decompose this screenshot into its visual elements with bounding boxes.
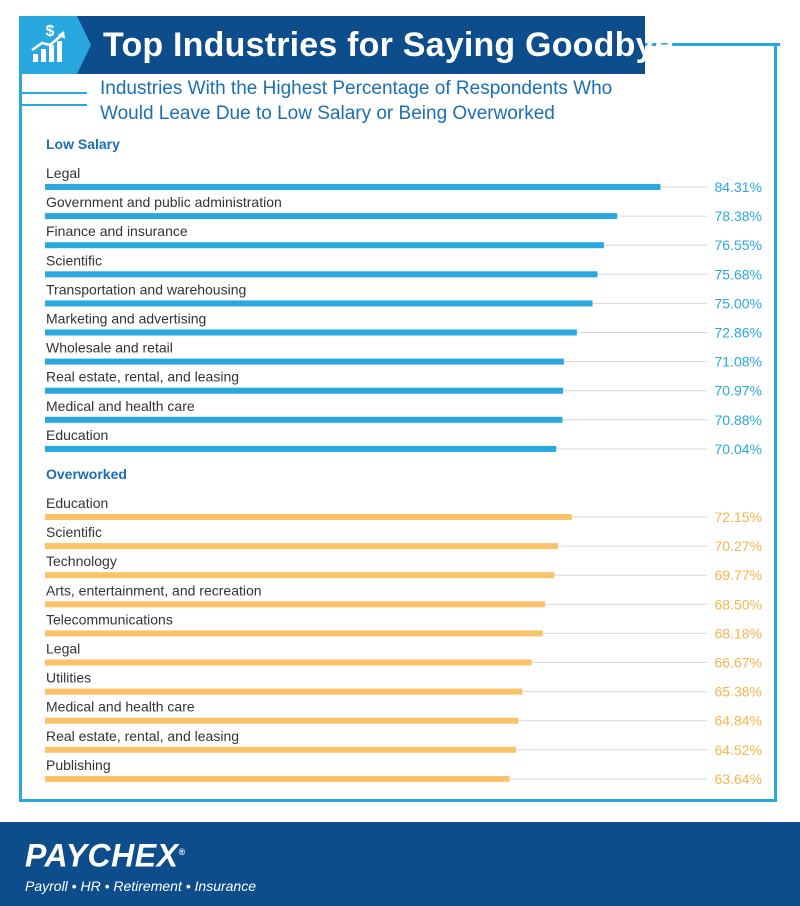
section-heading-overworked: Overworked <box>46 466 127 482</box>
registered-mark: ® <box>178 847 186 857</box>
bar-low-salary <box>45 358 564 365</box>
category-label-low-salary: Legal <box>46 165 80 181</box>
bar-overworked <box>45 717 519 724</box>
category-label-overworked: Real estate, rental, and leasing <box>46 728 239 744</box>
value-label-overworked: 64.52% <box>715 742 762 758</box>
value-label-overworked: 69.77% <box>715 567 762 583</box>
value-label-low-salary: 76.55% <box>715 237 762 253</box>
category-label-overworked: Scientific <box>46 524 102 540</box>
value-label-overworked: 70.27% <box>715 538 762 554</box>
value-label-low-salary: 72.86% <box>715 325 762 341</box>
category-label-overworked: Telecommunications <box>46 611 173 627</box>
category-label-low-salary: Marketing and advertising <box>46 311 206 327</box>
value-label-low-salary: 70.97% <box>715 383 762 399</box>
subtitle: Industries With the Highest Percentage o… <box>100 78 613 124</box>
bar-overworked <box>45 601 546 608</box>
category-label-low-salary: Government and public administration <box>46 194 282 210</box>
title-arrow <box>77 16 91 74</box>
bar-overworked <box>45 688 523 695</box>
dollar-growth-chart-icon: $ <box>19 16 77 74</box>
category-label-low-salary: Scientific <box>46 252 102 268</box>
paychex-logo: PAYCHEX® <box>25 830 186 878</box>
bar-overworked <box>45 572 555 579</box>
value-label-overworked: 65.38% <box>715 684 762 700</box>
bar-low-salary <box>45 184 661 190</box>
bar-low-salary <box>45 213 618 220</box>
category-label-overworked: Technology <box>46 553 117 569</box>
bar-low-salary <box>45 416 563 423</box>
bar-low-salary <box>45 271 598 278</box>
value-label-overworked: 72.15% <box>715 509 762 525</box>
category-label-overworked: Arts, entertainment, and recreation <box>46 582 262 598</box>
category-label-overworked: Utilities <box>46 670 91 686</box>
value-label-low-salary: 71.08% <box>715 354 762 370</box>
bar-overworked <box>45 746 516 753</box>
category-label-overworked: Legal <box>46 641 80 657</box>
value-label-low-salary: 84.31% <box>715 179 762 195</box>
category-label-low-salary: Transportation and warehousing <box>46 281 246 297</box>
brand-name: PAYCHEX <box>25 837 179 874</box>
bar-overworked <box>45 543 558 550</box>
category-label-low-salary: Finance and insurance <box>46 223 188 239</box>
section-heading-low-salary: Low Salary <box>46 136 120 152</box>
category-label-low-salary: Medical and health care <box>46 398 195 414</box>
value-label-low-salary: 75.00% <box>715 295 762 311</box>
bar-low-salary <box>45 242 604 249</box>
value-label-overworked: 68.50% <box>715 596 762 612</box>
title-banner <box>19 16 645 74</box>
chart-frame <box>19 43 777 802</box>
bar-overworked <box>45 775 510 782</box>
value-label-overworked: 66.67% <box>715 655 762 671</box>
bar-low-salary <box>45 300 593 307</box>
category-label-overworked: Publishing <box>46 757 111 773</box>
value-label-overworked: 64.84% <box>715 713 762 729</box>
category-label-overworked: Medical and health care <box>46 699 195 715</box>
subtitle-rule <box>19 92 87 106</box>
value-label-overworked: 63.64% <box>715 771 762 787</box>
frame-top-rule <box>644 43 780 46</box>
value-label-low-salary: 75.68% <box>715 266 762 282</box>
bar-low-salary <box>45 329 577 336</box>
svg-text:$: $ <box>46 23 55 40</box>
value-label-low-salary: 70.88% <box>715 412 762 428</box>
value-label-low-salary: 78.38% <box>715 208 762 224</box>
bar-overworked <box>45 630 543 637</box>
page-title: Top Industries for Saying Goodbye <box>103 26 674 64</box>
bar-low-salary <box>45 445 557 452</box>
category-label-overworked: Education <box>46 495 108 511</box>
bar-overworked <box>45 514 572 520</box>
footer-tagline: Payroll • HR • Retirement • Insurance <box>25 878 257 894</box>
category-label-low-salary: Education <box>46 427 108 443</box>
bar-low-salary <box>45 387 564 394</box>
footer-bar <box>0 822 800 906</box>
value-label-low-salary: 70.04% <box>715 441 762 457</box>
bar-overworked <box>45 659 532 666</box>
value-label-overworked: 68.18% <box>715 625 762 641</box>
category-label-low-salary: Real estate, rental, and leasing <box>46 369 239 385</box>
category-label-low-salary: Wholesale and retail <box>46 340 173 356</box>
